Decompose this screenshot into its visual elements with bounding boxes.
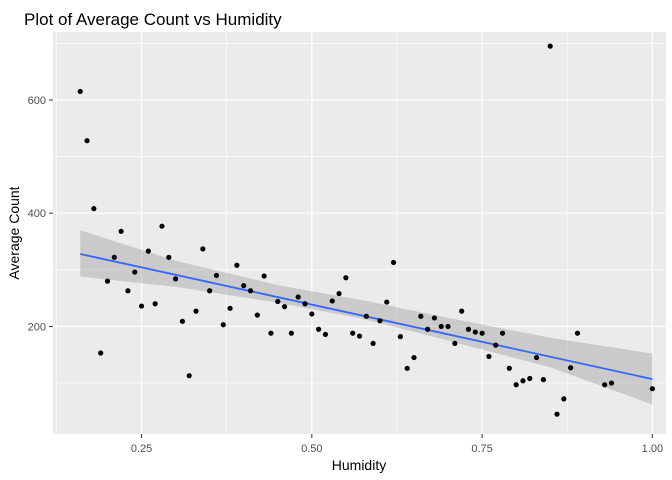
data-point	[275, 298, 281, 305]
data-point	[520, 378, 526, 384]
data-point	[513, 382, 519, 388]
data-point	[547, 43, 553, 49]
data-point	[247, 288, 254, 294]
data-point	[125, 288, 131, 294]
data-point	[425, 326, 431, 332]
data-point	[649, 386, 655, 392]
data-point	[493, 342, 499, 348]
data-points	[77, 43, 655, 417]
data-point	[363, 313, 369, 319]
data-point	[166, 254, 172, 260]
data-point	[465, 326, 472, 332]
x-axis-title: Humidity	[332, 457, 386, 473]
data-point	[499, 330, 506, 336]
data-point	[207, 288, 213, 294]
data-point	[295, 294, 301, 300]
y-axis-title: Average Count	[6, 186, 22, 279]
data-point	[281, 304, 288, 310]
data-point	[213, 272, 220, 279]
data-point	[554, 411, 560, 417]
data-point	[336, 290, 342, 297]
x-tick-label: 0.75	[471, 443, 492, 455]
data-point	[527, 375, 533, 382]
data-point	[506, 365, 512, 371]
data-point	[179, 318, 186, 324]
data-point	[438, 323, 444, 330]
data-point	[452, 340, 458, 347]
data-point	[411, 354, 417, 361]
data-point	[479, 330, 485, 336]
y-axis-ticks: 200 400 600	[28, 95, 53, 333]
plot-panel	[53, 32, 666, 434]
y-tick-label: 400	[28, 208, 46, 220]
data-point	[104, 278, 111, 284]
data-point	[329, 298, 335, 304]
y-tick-label: 200	[28, 321, 46, 333]
data-point	[241, 283, 247, 289]
data-point	[343, 275, 349, 281]
data-point	[98, 350, 104, 356]
x-axis-ticks: 0.25 0.50 0.75 1.00	[131, 434, 663, 455]
data-point	[186, 373, 192, 379]
data-point	[234, 262, 240, 268]
data-point	[350, 330, 356, 336]
data-point	[397, 334, 403, 340]
data-point	[602, 382, 608, 388]
data-point	[459, 308, 465, 314]
data-point	[431, 315, 438, 321]
data-point	[261, 273, 267, 279]
data-point	[568, 365, 574, 371]
data-point	[118, 228, 124, 234]
data-point	[370, 340, 376, 347]
data-point	[574, 330, 581, 336]
data-point	[77, 88, 83, 95]
grid-minor	[53, 32, 666, 434]
data-point	[390, 259, 397, 266]
data-point	[84, 138, 90, 144]
data-point	[404, 365, 410, 371]
data-point	[302, 301, 308, 307]
data-point	[132, 269, 138, 275]
data-point	[356, 333, 363, 339]
data-point	[533, 354, 540, 361]
data-point	[138, 303, 145, 309]
data-point	[111, 254, 117, 260]
grid-major	[53, 32, 666, 434]
data-point	[472, 329, 478, 335]
data-point	[608, 380, 615, 386]
data-point	[254, 312, 260, 318]
data-point	[309, 311, 315, 317]
chart-title: Plot of Average Count vs Humidity	[24, 10, 282, 29]
data-point	[540, 377, 547, 383]
data-point	[200, 246, 206, 252]
data-point	[173, 276, 179, 282]
data-point	[288, 330, 294, 336]
data-point	[268, 330, 274, 336]
data-point	[561, 396, 567, 402]
data-point	[384, 299, 390, 305]
data-point	[486, 353, 492, 360]
data-point	[445, 323, 451, 330]
data-point	[152, 301, 158, 307]
data-point	[159, 223, 165, 229]
data-point	[316, 326, 322, 332]
data-point	[227, 305, 233, 311]
x-tick-label: 0.25	[131, 443, 152, 455]
data-point	[145, 248, 151, 254]
data-point	[377, 318, 383, 324]
data-point	[220, 322, 226, 328]
data-point	[322, 331, 329, 337]
y-tick-label: 600	[28, 95, 46, 107]
x-tick-label: 1.00	[642, 443, 663, 455]
data-point	[91, 206, 97, 212]
x-tick-label: 0.50	[301, 443, 322, 455]
data-point	[193, 308, 199, 314]
data-point	[418, 313, 424, 319]
